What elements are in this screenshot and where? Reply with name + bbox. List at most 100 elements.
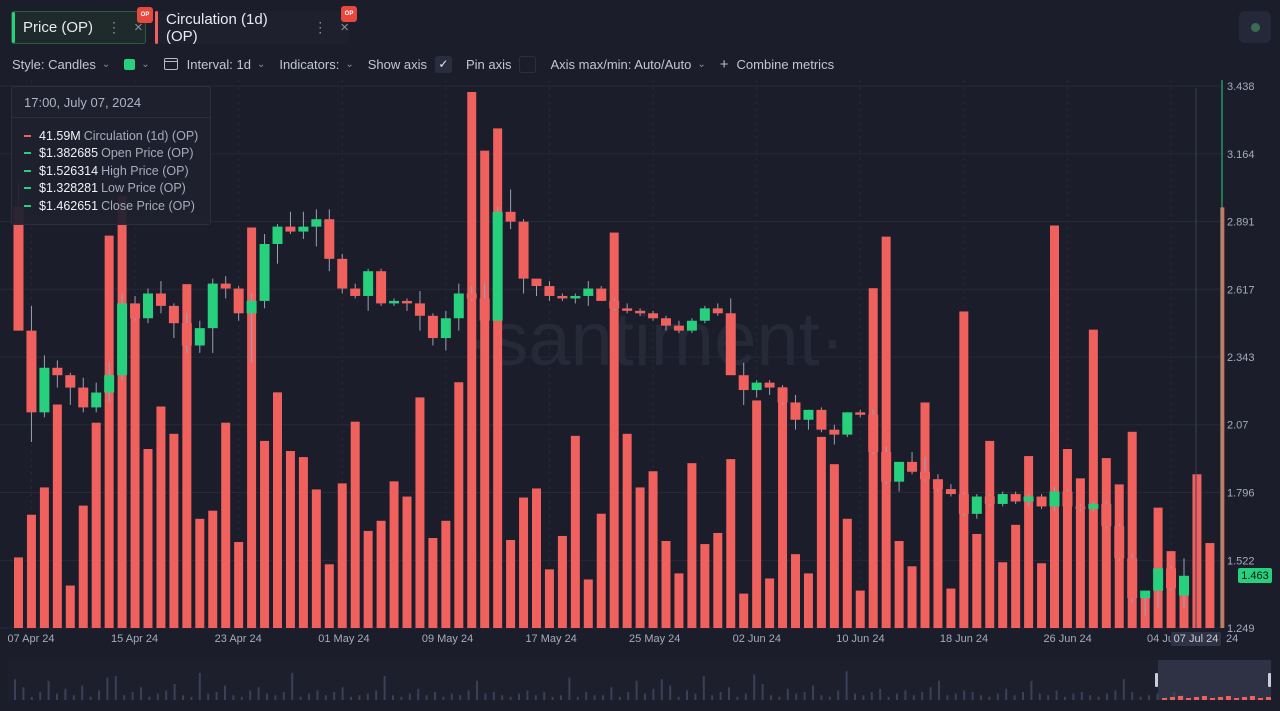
price-candle (1127, 558, 1138, 599)
navigator-bar (845, 671, 848, 700)
tab-price[interactable]: Price (OP) ⋮ × OP (11, 7, 153, 44)
navigator-bar (677, 696, 680, 700)
circulation-bar (661, 541, 671, 628)
axis-maxmin-dropdown[interactable]: Axis max/min: Auto/Auto ⌄ (550, 57, 705, 72)
navigator-bar (1156, 693, 1159, 700)
price-candle (233, 288, 244, 314)
price-candle (65, 375, 76, 388)
price-candle (259, 243, 270, 301)
navigator-recent-bar (1170, 697, 1175, 700)
circulation-bar (881, 236, 891, 628)
navigator-bar (602, 695, 604, 700)
show-axis-checkbox[interactable]: ✓ (434, 55, 452, 73)
circulation-bar (1179, 591, 1189, 628)
navigator-bar (316, 690, 319, 700)
navigator-bar (610, 687, 613, 700)
price-candle (466, 293, 477, 299)
navigator-recent-bar (1266, 697, 1271, 700)
price-candle (52, 367, 63, 376)
navigator-bar (182, 695, 184, 700)
circulation-bar (972, 533, 982, 628)
circulation-bar (1062, 448, 1072, 628)
navigator-bar (954, 693, 957, 700)
navigator-bar (1005, 688, 1008, 700)
navigator-bar (812, 685, 814, 700)
price-candle (945, 489, 956, 495)
circulation-bar (104, 235, 114, 628)
date-tick-label: 02 Jun 24 (733, 633, 781, 645)
navigator-bar (240, 696, 243, 700)
navigator-bar (980, 695, 982, 700)
range-navigator[interactable] (8, 660, 1272, 700)
navigator-bar (417, 688, 420, 700)
circulation-bar (816, 436, 826, 628)
navigator-bar (1080, 692, 1083, 700)
series-color-dash (24, 152, 31, 155)
more-options-icon[interactable]: ⋮ (107, 19, 121, 35)
navigator-bar (140, 687, 142, 700)
close-icon[interactable]: × (134, 19, 143, 36)
tab-color-indicator (12, 12, 15, 43)
status-dot-icon (1250, 22, 1260, 32)
price-candle (842, 412, 853, 435)
circulation-bar (311, 489, 321, 628)
circulation-bars (14, 92, 1225, 629)
series-color-dash (24, 204, 31, 207)
pin-axis-toggle[interactable]: Pin axis (466, 55, 537, 73)
price-candle (1062, 491, 1073, 507)
price-circulation-chart[interactable]: ·santiment· 3.438 3.164 2.891 2.617 2.343 2.0… (0, 80, 1280, 711)
navigator-bar (778, 696, 781, 700)
date-tick-label: 23 Apr 24 (215, 633, 262, 645)
style-dropdown[interactable]: Style: Candles ⌄ (12, 57, 110, 72)
navigator-bar (711, 695, 714, 700)
settings-toggle-button[interactable] (1239, 11, 1271, 43)
indicators-dropdown[interactable]: Indicators: ⌄ (279, 57, 353, 72)
navigator-left-handle (1155, 673, 1158, 687)
circulation-bar (493, 128, 503, 629)
close-icon[interactable]: × (340, 19, 349, 36)
show-axis-label: Show axis (367, 56, 427, 72)
navigator-bar (459, 695, 462, 700)
circulation-bar (39, 487, 49, 628)
combine-metrics-button[interactable]: + Combine metrics (720, 56, 834, 73)
navigator-bar (81, 685, 84, 700)
color-picker[interactable]: ⌄ (124, 58, 150, 70)
circulation-bar (117, 196, 127, 628)
navigator-bar (1022, 692, 1024, 700)
series-color-dash (24, 134, 31, 137)
show-axis-toggle[interactable]: Show axis ✓ (367, 55, 452, 73)
circulation-bar (959, 311, 969, 628)
color-swatch (124, 58, 136, 70)
navigator-bar (333, 692, 336, 700)
navigator-bar (644, 693, 646, 700)
circulation-bar (532, 488, 541, 628)
tooltip-row: $1.462651 Close Price (OP) (12, 197, 210, 215)
tooltip-row: $1.328281 Low Price (OP) (12, 180, 210, 198)
navigator-bar (467, 690, 470, 700)
circulation-bar (596, 513, 606, 628)
navigator-bar (786, 688, 789, 700)
navigator-bar (1139, 696, 1142, 700)
tab-label: Price (OP) (23, 19, 94, 36)
price-candle (997, 494, 1008, 504)
interval-dropdown[interactable]: Interval: 1d ⌄ (163, 57, 265, 72)
tab-circulation[interactable]: Circulation (1d) (OP) ⋮ × OP (155, 6, 357, 45)
chart-toolbar: Style: Candles ⌄ ⌄ Interval: 1d ⌄ Indicato… (12, 55, 848, 73)
navigator-bar (1030, 680, 1033, 700)
date-tick-label: 09 May 24 (422, 633, 473, 645)
date-tick-label: 01 May 24 (318, 633, 369, 645)
pin-axis-checkbox[interactable] (519, 55, 537, 73)
price-candle (609, 300, 620, 309)
navigator-recent-bar (1258, 698, 1263, 700)
navigator-bar (492, 692, 495, 700)
chevron-down-icon: ⌄ (141, 58, 150, 70)
chevron-down-icon: ⌄ (697, 58, 706, 70)
more-options-icon[interactable]: ⋮ (313, 19, 327, 35)
navigator-bar (652, 688, 655, 700)
tooltip-value: 41.59M (39, 128, 81, 143)
hover-date-tag: 07 Jul 24 (1171, 632, 1221, 646)
navigator-bar (198, 672, 201, 700)
circulation-bar (933, 483, 943, 628)
circulation-bar (130, 306, 140, 628)
navigator-bar (526, 690, 529, 700)
